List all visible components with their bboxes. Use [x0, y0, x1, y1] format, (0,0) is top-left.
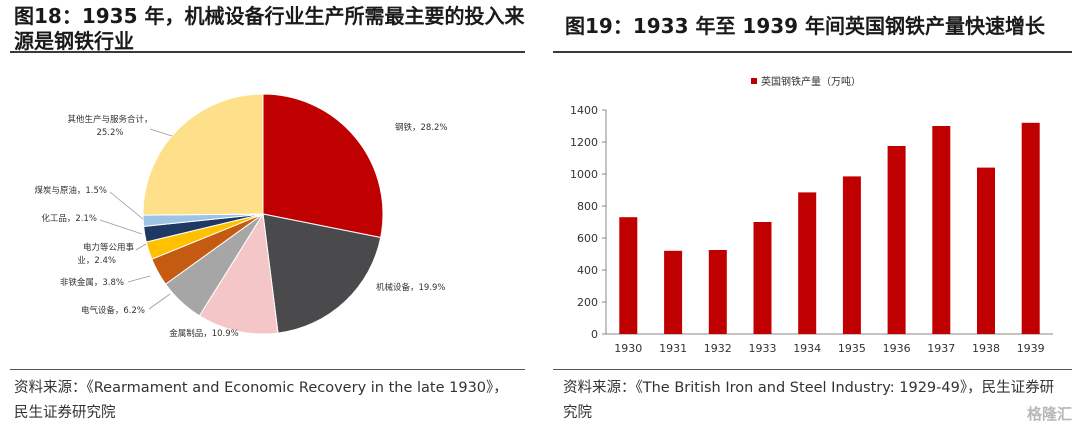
- bar-1934: [798, 192, 817, 334]
- x-tick-label: 1937: [927, 342, 955, 355]
- y-tick-label: 1200: [570, 136, 598, 149]
- bar-1939: [1021, 122, 1040, 334]
- x-tick-label: 1932: [704, 342, 732, 355]
- x-tick-label: 1936: [883, 342, 911, 355]
- pie-slice-3: [198, 212, 279, 335]
- bar-1935: [842, 176, 861, 334]
- pie-chart-title: 图18：1935 年，机械设备行业生产所需最主要的投入来源是钢铁行业: [14, 4, 525, 53]
- bar-chart-source: 资料来源：《The British Iron and Steel Industr…: [563, 380, 1055, 421]
- pie-slice-label: 电力等公用事业，2.4%: [77, 242, 134, 266]
- x-tick-label: 1931: [659, 342, 687, 355]
- bar-1932: [708, 250, 727, 334]
- pie-slice-label: 机械设备，19.9%: [376, 282, 446, 293]
- pie-leader-line: [109, 191, 144, 220]
- pie-leader-line: [148, 293, 171, 310]
- pie-leader-line: [135, 243, 147, 251]
- bar-1938: [977, 167, 995, 334]
- y-tick-label: 1000: [570, 168, 598, 181]
- x-tick-label: 1938: [972, 342, 1000, 355]
- x-tick-label: 1939: [1017, 342, 1045, 355]
- pie-chart: 钢铁，28.2% 机械设备，19.9% 金属制品，10.9% 电气设备，6.2% 非铁金…: [34, 93, 448, 339]
- pie-leader-line: [149, 128, 173, 137]
- x-tick-label: 1934: [793, 342, 821, 355]
- title-divider: [10, 51, 525, 53]
- bar-chart: 英国钢铁产量（万吨） 0 200 400 600 800 1000 1200 1400 1930 1…: [570, 75, 1053, 355]
- y-tick-label: 600: [577, 232, 598, 245]
- pie-slice-label: 金属制品，10.9%: [169, 328, 239, 339]
- pie-slice-9: [142, 93, 264, 216]
- y-tick-label: 0: [591, 328, 598, 341]
- legend-label: 英国钢铁产量（万吨）: [761, 75, 861, 88]
- pie-slice-label: 电气设备，6.2%: [81, 305, 145, 316]
- bar-chart-panel: 图19：1933 年至 1939 年间英国钢铁产量快速增长 英国钢铁产量（万吨）…: [553, 0, 1080, 430]
- bar-1931: [664, 250, 683, 334]
- pie-chart-source: 资料来源：《Rearmament and Economic Recovery i…: [14, 380, 508, 421]
- pie-leader-line: [99, 219, 143, 235]
- bar-1936: [887, 146, 906, 334]
- title-divider: [553, 51, 1072, 53]
- pie-leader-line: [127, 275, 151, 283]
- pie-slice-label: 煤炭与原油，1.5%: [34, 185, 107, 196]
- y-tick-label: 800: [577, 200, 598, 213]
- y-tick-label: 200: [577, 296, 598, 309]
- legend-swatch: [751, 78, 757, 84]
- y-tick-label: 400: [577, 264, 598, 277]
- x-tick-label: 1930: [614, 342, 642, 355]
- pie-slice-label: 化工品，2.1%: [41, 213, 97, 224]
- bar-1933: [753, 222, 772, 334]
- pie-slice-1: [262, 93, 384, 239]
- pie-slice-label: 钢铁，28.2%: [395, 122, 448, 133]
- pie-chart-panel: 图18：1935 年，机械设备行业生产所需最主要的投入来源是钢铁行业 钢铁，28…: [0, 0, 525, 430]
- pie-slice-2: [262, 213, 382, 334]
- source-divider: [10, 369, 525, 370]
- bar-1930: [619, 217, 638, 334]
- source-divider: [553, 369, 1072, 370]
- watermark-logo: 格隆汇: [1026, 405, 1072, 423]
- bar-chart-title: 图19：1933 年至 1939 年间英国钢铁产量快速增长: [565, 14, 1046, 38]
- bar-1937: [932, 126, 951, 334]
- x-tick-label: 1935: [838, 342, 866, 355]
- pie-slice-label: 非铁金属，3.8%: [60, 277, 124, 288]
- y-tick-label: 1400: [570, 104, 598, 117]
- x-tick-label: 1933: [749, 342, 777, 355]
- pie-slice-label: 其他生产与服务合计， 25.2%: [67, 114, 152, 138]
